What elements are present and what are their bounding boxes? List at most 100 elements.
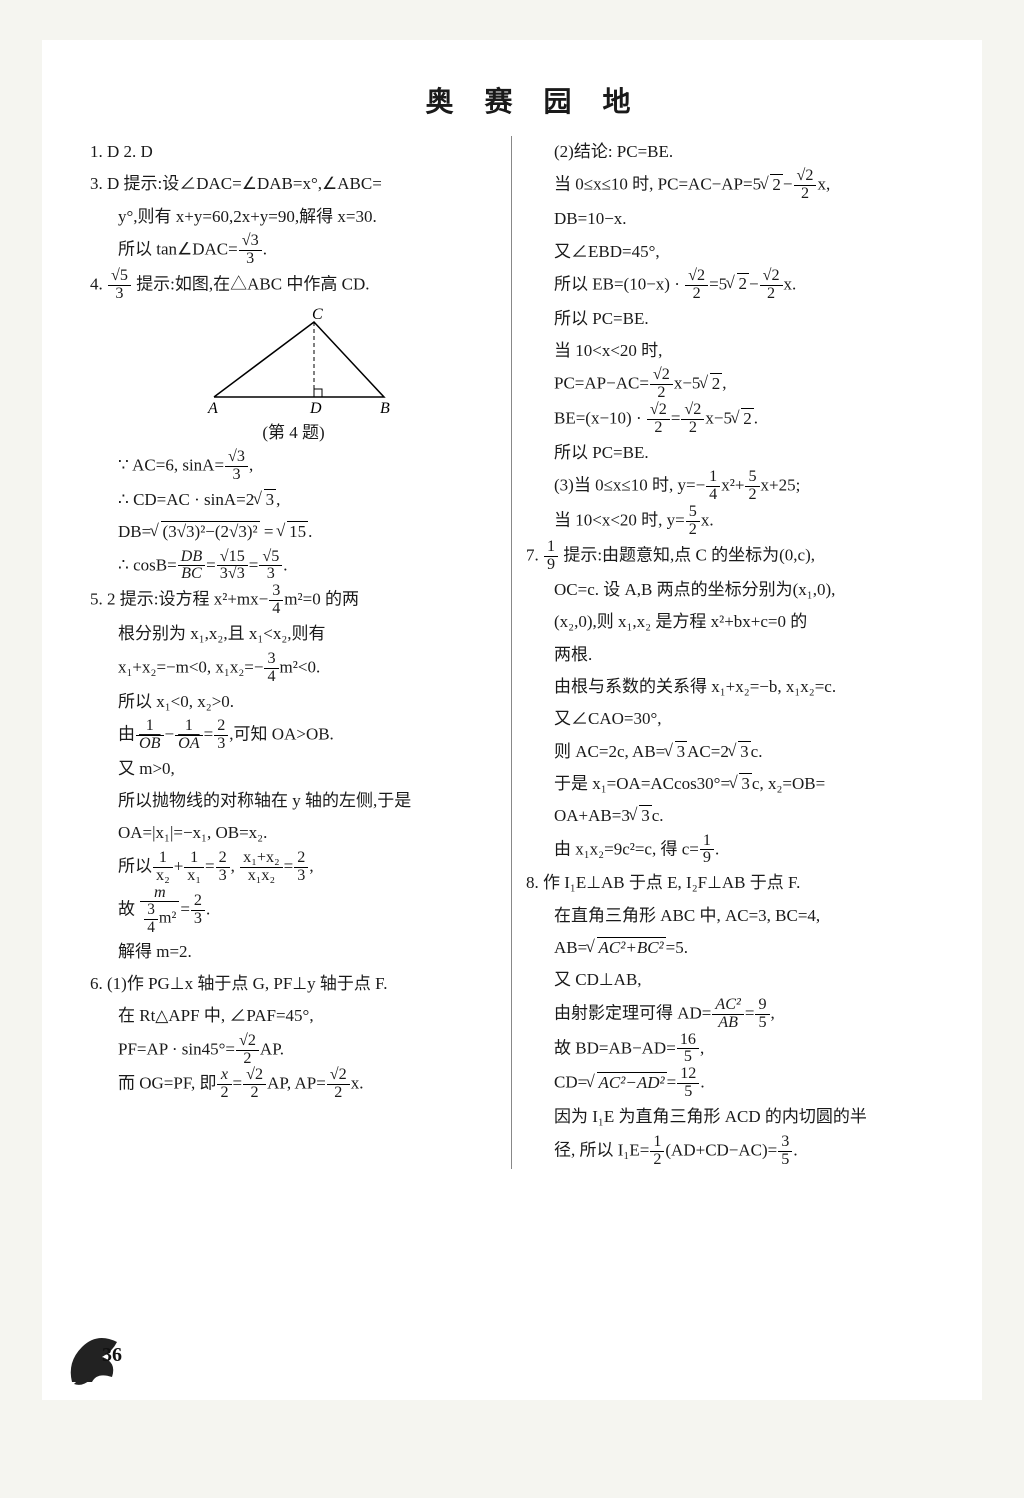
- page-title: 奥 赛 园 地: [126, 80, 942, 120]
- r2-line1: (2)结论: PC=BE.: [526, 136, 934, 168]
- text: −: [749, 274, 759, 293]
- q8-line7: CD=AC²−AD²=125.: [526, 1066, 934, 1101]
- r2-line4: 又∠EBD=45°,: [526, 236, 934, 268]
- fraction: 1OA: [175, 718, 203, 753]
- label-A: A: [207, 400, 218, 417]
- text: 5. 2 提示:设方程 x²+mx−: [90, 590, 268, 609]
- r2-line6: 所以 PC=BE.: [526, 303, 934, 335]
- q7-line1: 7. 19 提示:由题意知,点 C 的坐标为(0,c),: [526, 539, 934, 574]
- q6-line2: 在 Rt△APF 中, ∠PAF=45°,: [90, 1000, 497, 1032]
- fraction: 34: [144, 902, 158, 935]
- q5-line3: x₁+x₂=−m<0, x₁x₂=−34m²<0.: [90, 651, 497, 686]
- sqrt: 2: [700, 368, 722, 400]
- text: 则 AC=2c, AB=: [554, 742, 665, 761]
- text: ∴ cosB=: [118, 555, 177, 574]
- fraction: AC²AB: [712, 997, 743, 1032]
- fraction: √33: [239, 233, 262, 268]
- text: =: [180, 899, 190, 918]
- text: AC=2: [687, 742, 729, 761]
- q8-line8: 因为 I₁E 为直角三角形 ACD 的内切圆的半: [526, 1101, 934, 1133]
- fraction: m34m²: [140, 885, 179, 936]
- label-D: D: [309, 400, 322, 417]
- page-number-badge: 36: [62, 1322, 142, 1392]
- text: x₁+x₂=−m<0, x₁x₂=−: [118, 657, 263, 676]
- fraction: √22: [650, 367, 673, 402]
- q7-line10: 由 x₁x₂=9c²=c, 得 c=19.: [526, 833, 934, 868]
- text: 由 x₁x₂=9c²=c, 得 c=: [554, 839, 699, 858]
- q5-line5: 由1OB−1OA=23,可知 OA>OB.: [90, 718, 497, 753]
- q4-line3: ∴ CD=AC · sinA=23,: [90, 484, 497, 516]
- sqrt: 15: [278, 516, 308, 548]
- text: ∴ CD=AC · sinA=2: [118, 490, 254, 509]
- q4-line4: DB=(3√3)²−(2√3)² = 15.: [90, 516, 497, 548]
- text: 7.: [526, 546, 543, 565]
- text: 所以 tan∠DAC=: [118, 239, 238, 258]
- r2-line7: 当 10<x<20 时,: [526, 335, 934, 367]
- fraction: 125: [677, 1066, 699, 1101]
- q7-line5: 由根与系数的关系得 x₁+x₂=−b, x₁x₂=c.: [526, 671, 934, 703]
- fraction: √53: [259, 549, 282, 584]
- fraction: √22: [236, 1033, 259, 1068]
- text: BE=(x−10) ·: [554, 409, 646, 428]
- text: x,: [817, 175, 830, 194]
- text: (3)当 0≤x≤10 时, y=−: [554, 476, 705, 495]
- text: =: [205, 856, 215, 875]
- text: x.: [351, 1074, 364, 1093]
- q5-line4: 所以 x₁<0, x₂>0.: [90, 686, 497, 718]
- q6-line4: 而 OG=PF, 即x2=√22AP, AP=√22x.: [90, 1067, 497, 1102]
- fraction: 165: [677, 1032, 699, 1067]
- q5-line6: 又 m>0,: [90, 753, 497, 785]
- fraction: √22: [760, 268, 783, 303]
- q6-line3: PF=AP · sin45°=√22AP.: [90, 1033, 497, 1068]
- q3-line1: 3. D 提示:设∠DAC=∠DAB=x°,∠ABC=: [90, 168, 497, 200]
- fraction: 23: [214, 718, 228, 753]
- q5-line9: 所以1x₂+1x₁=23, x₁+x₂x₁x₂=23,: [90, 850, 497, 885]
- text: AP.: [260, 1039, 284, 1058]
- text: m²<0.: [280, 657, 321, 676]
- fraction: 52: [745, 469, 759, 504]
- text: 于是 x₁=OA=ACcos30°=: [554, 774, 730, 793]
- text: 当 0≤x≤10 时, PC=AC−AP=5: [554, 175, 761, 194]
- text: =: [204, 724, 214, 743]
- fraction: √22: [681, 402, 704, 437]
- q8-line4: 又 CD⊥AB,: [526, 964, 934, 996]
- sqrt: 3: [630, 800, 652, 832]
- text: 故: [118, 899, 139, 918]
- text: 故 BD=AB−AD=: [554, 1038, 676, 1057]
- page: 奥 赛 园 地 1. D 2. D 3. D 提示:设∠DAC=∠DAB=x°,…: [42, 40, 982, 1400]
- text: +: [174, 856, 184, 875]
- q5-line2: 根分别为 x₁,x₂,且 x₁<x₂,则有: [90, 618, 497, 650]
- text: DB=: [118, 522, 151, 541]
- text: x+25;: [761, 476, 801, 495]
- fraction: 1x₁: [184, 850, 204, 885]
- sqrt: 3: [729, 736, 751, 768]
- q5-line7: 所以抛物线的对称轴在 y 轴的左侧,于是: [90, 785, 497, 817]
- triangle-caption: (第 4 题): [90, 417, 497, 449]
- fraction: x₁+x₂x₁x₂: [240, 850, 283, 885]
- triangle-figure: C A D B: [184, 307, 404, 417]
- fraction: 34: [269, 583, 283, 618]
- sqrt: AC²−AD²: [587, 1067, 666, 1099]
- text: ∵ AC=6, sinA=: [118, 455, 224, 474]
- text: =: [671, 409, 681, 428]
- fraction: √22: [243, 1067, 266, 1102]
- right-column: (2)结论: PC=BE. 当 0≤x≤10 时, PC=AC−AP=52−√2…: [512, 136, 942, 1169]
- q4-line5: ∴ cosB=DBBC=√153√3=√53.: [90, 549, 497, 584]
- sqrt: 2: [732, 403, 754, 435]
- q8-line9: 径, 所以 I₁E=12(AD+CD−AC)=35.: [526, 1134, 934, 1169]
- text: 提示:如图,在△ABC 中作高 CD.: [132, 274, 370, 293]
- q7-line3: (x₂,0),则 x₁,x₂ 是方程 x²+bx+c=0 的: [526, 606, 934, 638]
- sqrt: 3: [665, 736, 687, 768]
- fraction: 14: [706, 469, 720, 504]
- fraction: 12: [650, 1134, 664, 1169]
- text: x²+: [721, 476, 744, 495]
- text: =: [667, 1073, 677, 1092]
- text: 所以 EB=(10−x) ·: [554, 274, 684, 293]
- text: −: [165, 724, 175, 743]
- q7-line9: OA+AB=33c.: [526, 800, 934, 832]
- q7-line2: OC=c. 设 A,B 两点的坐标分别为(x₁,0),: [526, 574, 934, 606]
- text: CD=: [554, 1073, 587, 1092]
- q1-2: 1. D 2. D: [90, 136, 497, 168]
- q7-line4: 两根.: [526, 639, 934, 671]
- text: =: [233, 1074, 243, 1093]
